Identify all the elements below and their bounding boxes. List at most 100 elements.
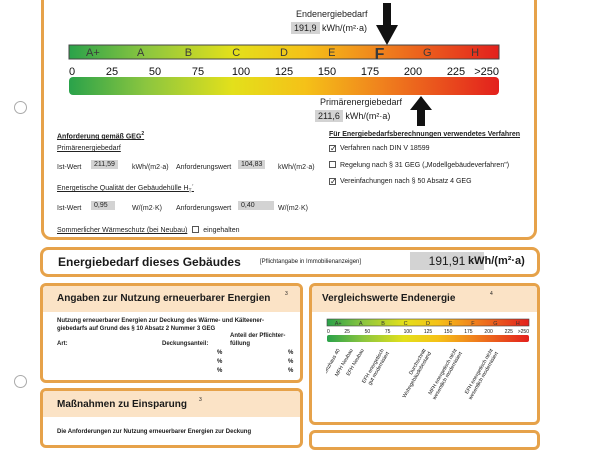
envelope-actual-value: 0,95 — [91, 201, 115, 210]
cmp-tick-8: 200 — [484, 329, 493, 335]
scale-tick-2: 50 — [149, 66, 161, 78]
method-item: Regelung nach § 31 GEG („Modellgebäudeve… — [329, 160, 509, 169]
next-panel-edge — [309, 430, 540, 450]
method-item: ✓ Verfahren nach DIN V 18599 — [329, 144, 509, 153]
renewables-pct-rows: %%% — [217, 350, 223, 374]
method-checkbox[interactable]: ✓ — [329, 177, 337, 186]
scale-tick-7: 175 — [361, 66, 379, 78]
envelope-req-value: 0,40 — [238, 201, 274, 210]
scale-class-E: E — [328, 47, 335, 59]
scale-class-H: H — [471, 47, 479, 59]
scale-class-D: D — [280, 47, 288, 59]
envelope-req-label: Anforderungswert — [176, 205, 232, 212]
scale-tick-6: 150 — [318, 66, 336, 78]
primary-actual-unit: kWh/(m2·a) — [132, 164, 169, 171]
cmp-class-A+: A+ — [335, 321, 342, 327]
methods-list: ✓ Verfahren nach DIN V 18599 Regelung nach… — [329, 144, 509, 193]
primary-demand-arrow-icon — [410, 96, 432, 126]
envelope-req-unit: W/(m2·K) — [278, 205, 308, 212]
building-demand-bar: Energiebedarf dieses Gebäudes [Pflichtan… — [40, 247, 540, 277]
method-checkbox[interactable] — [329, 161, 336, 168]
cmp-tick-3: 75 — [385, 329, 391, 335]
cmp-class-F: F — [471, 321, 475, 327]
cmp-tick-9: 225 — [505, 329, 514, 335]
primary-actual-label: Ist-Wert — [57, 164, 82, 171]
scale-class-A: A — [137, 47, 145, 59]
final-demand-arrow-icon — [376, 3, 398, 45]
envelope-actual-label: Ist-Wert — [57, 205, 82, 212]
renewables-section: Angaben zur Nutzung erneuerbarer Energie… — [40, 283, 303, 383]
cmp-tick-6: 150 — [444, 329, 453, 335]
cmp-class-E: E — [449, 321, 453, 327]
summer-protection-row: Sommerlicher Wärmeschutz (bei Neubau) ei… — [57, 225, 239, 234]
comparison-section: Vergleichswerte Endenergie 4 A+ A B C D E F G H … — [309, 283, 540, 425]
summer-protection-option: eingehalten — [203, 227, 240, 234]
scale-tick-9: 225 — [447, 66, 465, 78]
method-checkbox[interactable]: ✓ — [329, 144, 337, 153]
measures-text: Die Anforderungen zur Nutzung erneuerbar… — [57, 429, 252, 435]
cmp-class-A: A — [359, 321, 363, 327]
scale-tick-3: 75 — [192, 66, 204, 78]
scale-tick-5: 125 — [275, 66, 293, 78]
requirements-primary-label: Primärenergiebedarf — [57, 145, 121, 152]
envelope-quality-label: Energetische Qualität der Gebäudehülle H… — [57, 185, 194, 195]
primary-req-unit: kWh/(m2·a) — [278, 164, 315, 171]
energy-efficiency-scale: A+ A B C D E F G H 0 25 50 75 100 125 150 175 200 225 >250 — [68, 44, 500, 95]
scale-tick-1: 25 — [106, 66, 118, 78]
punch-hole-bottom — [14, 375, 27, 388]
renewables-share-label: Deckungsanteil: — [162, 341, 209, 347]
methods-title: Für Energiebedarfsberechnungen verwendet… — [329, 131, 521, 138]
comparison-title: Vergleichswerte Endenergie 4 — [312, 286, 537, 312]
cmp-tick-2: 50 — [365, 329, 371, 335]
scale-tick-8: 200 — [404, 66, 422, 78]
measures-section: Maßnahmen zu Einsparung 3 Die Anforderun… — [40, 388, 303, 448]
punch-hole-top — [14, 101, 27, 114]
primary-demand-value-row: 211,6 kWh/(m²·a) — [315, 110, 390, 122]
scale-class-B: B — [185, 47, 192, 59]
primary-req-value: 104,83 — [238, 160, 266, 169]
cmp-tick-5: 125 — [424, 329, 433, 335]
cmp-tick-4: 100 — [404, 329, 413, 335]
cmp-label-5: MFH energetisch nichtwesentlich modernis… — [426, 348, 464, 401]
energy-scale-panel — [41, 0, 537, 240]
primary-demand-label: Primärenergiebedarf — [320, 97, 403, 107]
building-demand-title: Energiebedarf dieses Gebäudes — [58, 255, 241, 269]
measures-title: Maßnahmen zu Einsparung 3 — [43, 391, 300, 417]
cmp-class-H: H — [516, 321, 520, 327]
method-label: Regelung nach § 31 GEG („Modellgebäudeve… — [340, 162, 510, 169]
cmp-tick-10: >250 — [518, 329, 529, 335]
scale-class-C: C — [232, 47, 240, 59]
final-demand-unit: kWh/(m²·a) — [322, 23, 368, 33]
primary-demand-value: 211,6 — [315, 110, 343, 122]
renewables-req-label: Anteil der Pflichter-füllung — [230, 333, 286, 347]
building-demand-value: 191,91 — [410, 252, 484, 270]
cmp-label-3: EFH energetischgut modernisiert — [361, 348, 391, 388]
primary-demand-unit: kWh/(m²·a) — [345, 111, 391, 121]
renewables-title: Angaben zur Nutzung erneuerbarer Energie… — [43, 286, 300, 312]
cmp-class-D: D — [426, 321, 430, 327]
scale-class-A+: A+ — [86, 47, 100, 59]
comparison-scale: A+ A B C D E F G H 0 25 50 75 100 125 150 175 200 225 >250… — [326, 318, 530, 401]
scale-tick-0: 0 — [69, 66, 75, 78]
scale-tick-4: 100 — [232, 66, 250, 78]
cmp-tick-1: 25 — [344, 329, 350, 335]
cmp-label-6: EFH energetisch nichtwesentlich modernis… — [462, 348, 500, 401]
cmp-tick-0: 0 — [327, 329, 330, 335]
method-label: Verfahren nach DIN V 18599 — [340, 145, 430, 152]
building-demand-unit: kWh/(m²·a) — [468, 255, 525, 267]
cmp-tick-7: 175 — [464, 329, 473, 335]
cmp-class-C: C — [404, 321, 408, 327]
primary-req-label: Anforderungswert — [176, 164, 232, 171]
method-label: Vereinfachungen nach § 50 Absatz 4 GEG — [340, 178, 472, 185]
summer-protection-checkbox[interactable] — [192, 226, 200, 233]
final-demand-label: Endenergiebedarf — [296, 9, 368, 19]
scale-class-F: F — [375, 46, 385, 63]
renewables-intro: Nutzung erneuerbarer Energien zur Deckun… — [57, 318, 265, 332]
renewables-pct-rows-2: %%% — [288, 350, 294, 374]
renewables-art-label: Art: — [57, 341, 68, 347]
primary-actual-value: 211,59 — [91, 160, 118, 169]
cmp-class-B: B — [381, 321, 385, 327]
summer-protection-label: Sommerlicher Wärmeschutz (bei Neubau) — [57, 227, 188, 234]
final-demand-value-row: 191,9 kWh/(m²·a) — [291, 22, 367, 34]
scale-class-G: G — [423, 47, 432, 59]
